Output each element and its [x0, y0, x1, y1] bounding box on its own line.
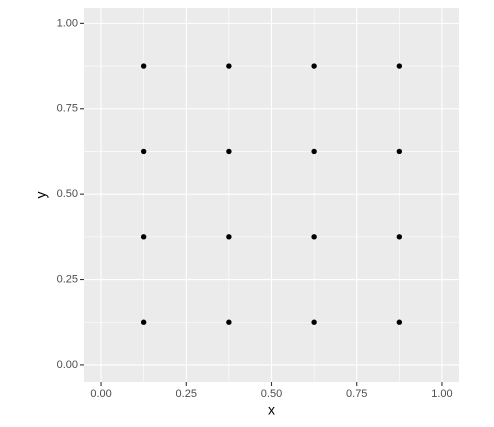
point [140, 148, 147, 155]
x-tick-label: 0.00 [90, 388, 111, 400]
point [311, 234, 317, 240]
point [226, 319, 232, 325]
x-tick-label: 0.25 [176, 388, 197, 400]
point [140, 234, 147, 240]
y-tick-label: 1.00 [57, 17, 78, 29]
point [396, 319, 403, 325]
y-tick-label: 0.75 [57, 103, 78, 115]
point [396, 148, 403, 155]
point [140, 319, 147, 325]
y-tick-label: 0.00 [57, 359, 78, 371]
point [226, 148, 232, 155]
point [311, 63, 317, 69]
x-axis-title: x [268, 402, 275, 418]
point [226, 63, 232, 69]
y-tick-label: 0.50 [57, 188, 78, 200]
point [140, 63, 147, 69]
point [311, 319, 317, 325]
y-axis-title: y [33, 192, 49, 199]
x-tick-label: 1.00 [431, 388, 452, 400]
x-tick-label: 0.50 [261, 388, 282, 400]
point [396, 63, 403, 69]
x-tick-label: 0.75 [346, 388, 367, 400]
point [311, 148, 317, 155]
point [226, 234, 232, 240]
y-tick-label: 0.25 [57, 273, 78, 285]
point [396, 234, 403, 240]
